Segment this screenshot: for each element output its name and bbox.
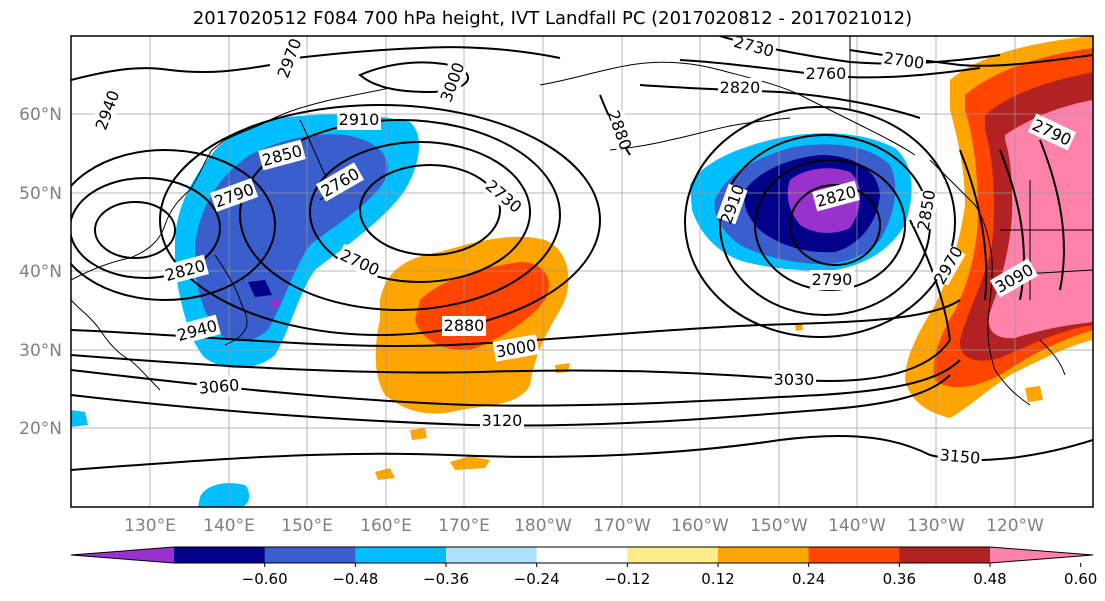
lon-label: 130°E [124,516,176,536]
colorbar-segment [808,547,900,563]
colorbar-segment [174,547,266,563]
coast-baja [1039,339,1066,376]
lon-label: 120°W [986,516,1044,536]
contour-low2-a [359,164,501,256]
shade-blob-6 [795,324,803,331]
coast-na-west [929,159,1031,406]
contour-2940 [71,64,271,81]
lon-label: 140°E [203,516,255,536]
contour-label: 2820 [720,78,761,97]
colorbar-segment [718,547,810,563]
map-panel: 2940 2970 3000 2910 2850 2790 2760 2730 … [70,30,1094,508]
lat-label: 50°N [19,184,62,204]
lon-label: 130°W [907,516,965,536]
map-frame [70,35,1094,508]
shade-nwpac-navy [248,280,272,297]
coast-asia-south [71,299,161,391]
shade-blob-5 [1025,386,1043,402]
colorbar-segment [355,547,447,563]
lon-label: 160°E [360,516,412,536]
lat-label: 20°N [19,419,62,439]
contour-low1-a [94,201,176,259]
map-title: 2017020512 F084 700 hPa height, IVT Land… [192,8,913,29]
coast-asia [71,87,391,281]
colorbar-label: 0.12 [701,570,734,588]
colorbar-label: −0.60 [242,570,288,588]
coast-aleutians [609,117,791,151]
contour-label: 2790 [812,270,853,289]
contour-label: 3060 [198,375,240,397]
shade-blob-1 [410,428,427,440]
contour-label: 2880 [444,316,485,335]
lon-labels: 130°E 140°E 150°E 160°E 170°E 180°W 170°… [124,516,1044,536]
colorbar-outline [70,546,1094,564]
lon-label: 160°W [671,516,729,536]
shade-nwpac-purple [270,299,280,307]
contour-label: 3030 [774,370,815,389]
colorbar-extend-max [990,547,1093,563]
colorbar-segment [899,547,991,563]
contour-3030 [71,339,951,382]
colorbar-label: −0.12 [604,570,650,588]
colorbar-label: −0.48 [332,570,378,588]
colorbar-label: 0.24 [792,570,825,588]
contour-3000-n [358,61,469,94]
lon-label: 150°E [281,516,333,536]
lat-label: 30°N [19,341,62,361]
contour-ridge-1 [909,219,951,341]
lon-label: 170°W [593,516,651,536]
shade-blob-3 [375,468,395,480]
shade-edge-sky [71,410,88,427]
contour-label: 2910 [339,110,380,129]
contour-3120 [71,374,951,427]
colorbar-label: −0.36 [423,570,469,588]
contour-low1-b [71,177,221,279]
lat-labels: 60°N 50°N 40°N 30°N 20°N [19,105,62,439]
contour-ridge-4 [1039,139,1065,291]
lat-label: 60°N [19,105,62,125]
contour-low3-d [684,106,956,338]
colorbar-label: 0.36 [883,570,916,588]
lon-label: 180°W [514,516,572,536]
height-contours [71,36,1093,471]
contour-label: 3120 [482,411,523,430]
colorbar-segment [536,547,628,563]
colorbar-label: 0.48 [973,570,1006,588]
lon-label: 170°E [438,516,490,536]
contour-2970 [279,46,561,61]
lon-label: 150°W [750,516,808,536]
shade-blob-2 [450,456,490,470]
contour-low2-b [309,141,531,283]
contour-ridge-2 [959,149,988,301]
contour-3000 [71,299,961,348]
contour-low2-c [239,119,561,311]
contour-low3-a [789,184,881,266]
contour-low1-c [71,149,276,301]
colorbar-label: −0.24 [514,570,560,588]
contour-low2-d [159,104,601,336]
colorbar-segment [627,547,719,563]
contour-label: 2760 [806,64,847,83]
contour-2700-n [849,49,1093,67]
shade-sw-sky [198,483,250,507]
lon-label: 140°W [828,516,886,536]
colorbar-label: 0.60 [1064,570,1097,588]
colorbar-segment [264,547,356,563]
contour-label: 3150 [939,445,981,467]
colorbar-extend-min [71,547,174,563]
lat-label: 40°N [19,262,62,282]
colorbar: −0.60 −0.48 −0.36 −0.24 −0.12 0.12 0.24 0.36 0.4… [70,546,1097,588]
contour-2820-n [639,84,921,119]
colorbar-segment [446,547,538,563]
